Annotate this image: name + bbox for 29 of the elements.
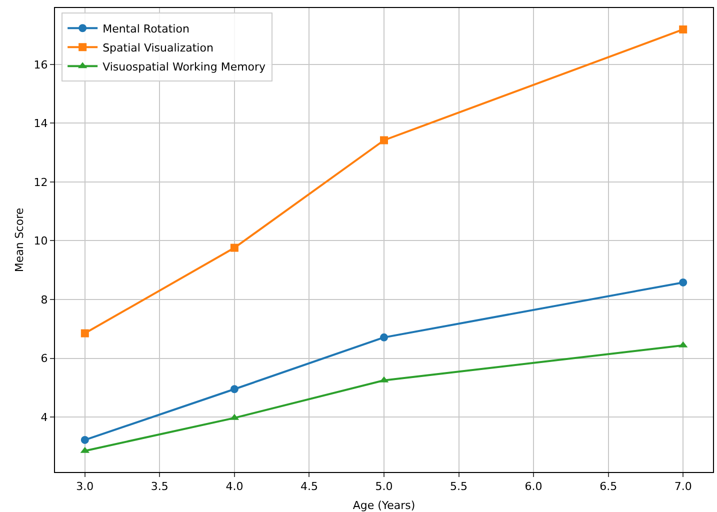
x-tick-label: 3.5 — [150, 480, 168, 494]
y-tick-label: 6 — [40, 352, 48, 366]
y-tick-label: 14 — [34, 117, 48, 130]
legend-label: Mental Rotation — [102, 22, 190, 36]
x-tick-label: 6.5 — [600, 480, 618, 494]
y-tick-label: 16 — [34, 58, 48, 72]
y-tick-label: 8 — [40, 293, 48, 306]
x-axis-title: Age (Years) — [352, 499, 416, 512]
point — [230, 385, 238, 394]
legend-label: Visuospatial Working Memory — [102, 60, 266, 74]
legend-label: Spatial Visualization — [102, 41, 214, 54]
point — [679, 278, 688, 286]
y-tick-label: 10 — [34, 234, 48, 248]
x-tick-label: 5.5 — [450, 480, 468, 494]
x-tick-label: 6.0 — [524, 480, 542, 494]
y-tick-label: 12 — [34, 176, 48, 189]
point — [230, 244, 238, 252]
x-tick-label: 4.5 — [300, 480, 318, 494]
x-tick-label: 4.0 — [226, 480, 244, 494]
point — [380, 136, 388, 144]
point — [380, 333, 388, 342]
point — [80, 329, 89, 338]
y-tick-label: 4 — [40, 410, 48, 424]
point — [679, 25, 688, 34]
x-tick-label: 3.0 — [76, 480, 94, 494]
x-tick-label: 5.0 — [375, 480, 393, 494]
x-tick-label: 7.0 — [674, 480, 692, 494]
y-axis-title: Mean Score — [13, 208, 26, 272]
point — [80, 436, 89, 444]
